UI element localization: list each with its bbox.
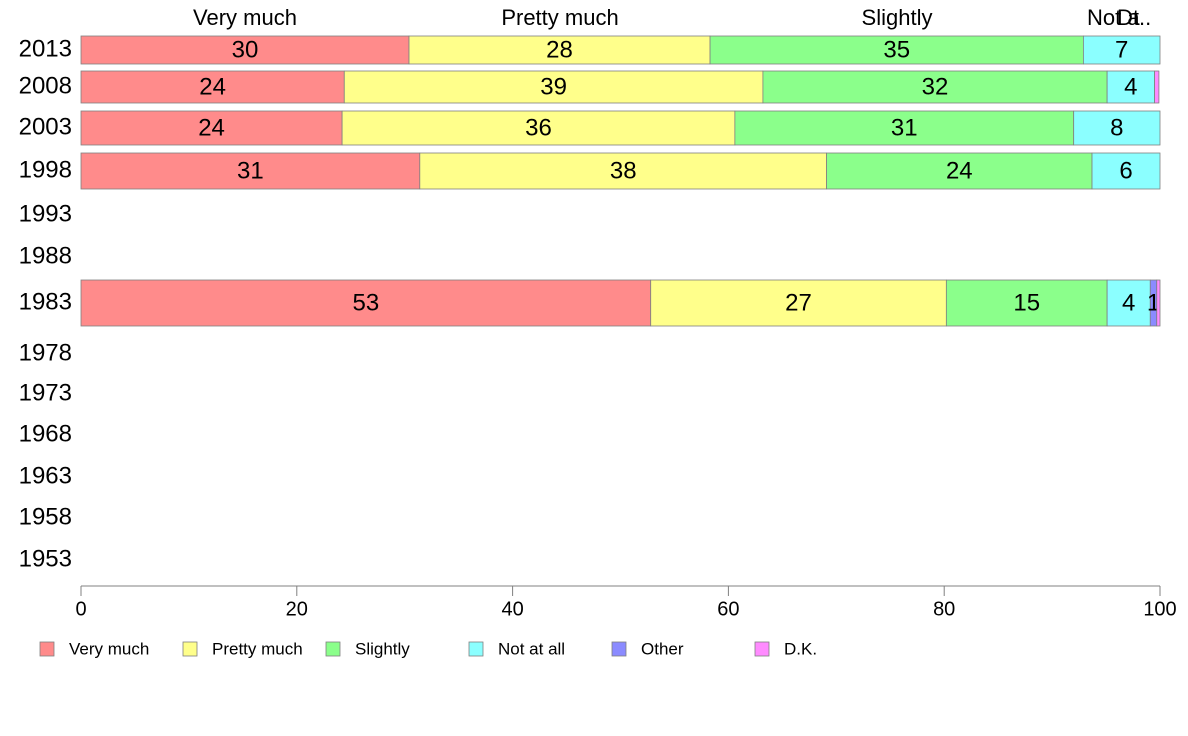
bar-value-label: 30 [232, 36, 259, 63]
legend-swatch [468, 641, 484, 657]
bar-value-label: 32 [922, 73, 949, 100]
bar-value-label: 39 [540, 73, 567, 100]
bar-segment [1156, 279, 1161, 327]
x-tick-label: 60 [717, 598, 739, 620]
y-tick-label: 2013 [19, 35, 72, 62]
y-tick-label: 1988 [19, 242, 72, 269]
bar-value-label: 24 [199, 73, 226, 100]
bar-value-label: 35 [883, 36, 910, 63]
y-tick-label: 1953 [19, 545, 72, 572]
bar-value-label: 27 [785, 289, 812, 316]
bar-segment [1091, 152, 1161, 190]
bar-segment [80, 110, 343, 146]
y-tick-label: 2003 [19, 113, 72, 140]
bar-value-label: 15 [1013, 289, 1040, 316]
bar-segment [650, 279, 947, 327]
y-tick-label: 1993 [19, 200, 72, 227]
top-label-1: Pretty much [501, 5, 618, 30]
y-tick-label: 1958 [19, 503, 72, 530]
bar-value-label: 36 [525, 114, 552, 141]
bar-segment [341, 110, 736, 146]
legend-swatch [182, 641, 198, 657]
legend-swatch [754, 641, 770, 657]
x-tick-label: 40 [501, 598, 523, 620]
bar-segment [945, 279, 1108, 327]
bar-value-label: 6 [1119, 157, 1132, 184]
bar-segment [1082, 35, 1161, 65]
bar-segment [1154, 70, 1160, 104]
bar-value-label: 31 [237, 157, 264, 184]
bar-segment [419, 152, 827, 190]
bar-value-label: 8 [1110, 114, 1123, 141]
bar-segment [343, 70, 764, 104]
bar-value-label: 31 [891, 114, 918, 141]
bar-value-label: 4 [1124, 73, 1137, 100]
bar-segment [80, 35, 410, 65]
bar-value-label: 53 [353, 289, 380, 316]
bar-segment [734, 110, 1075, 146]
bar-value-label: 24 [946, 157, 973, 184]
y-tick-label: 1973 [19, 379, 72, 406]
legend-label: Other [641, 639, 684, 658]
bar-value-label: 4 [1122, 289, 1135, 316]
bar-segment [1073, 110, 1161, 146]
y-tick-label: 1978 [19, 339, 72, 366]
bar-segment [826, 152, 1093, 190]
top-label-0: Very much [193, 5, 297, 30]
bar-segment [80, 152, 421, 190]
bar-segment [762, 70, 1108, 104]
top-label-2: Slightly [862, 5, 933, 30]
legend-swatch [39, 641, 55, 657]
top-label-3: Not a [1087, 5, 1140, 30]
bar-segment [1106, 70, 1156, 104]
legend-swatch [325, 641, 341, 657]
legend-label: Very much [69, 639, 149, 658]
y-tick-label: 2008 [19, 72, 72, 99]
x-tick-label: 80 [933, 598, 955, 620]
y-tick-label: 1968 [19, 420, 72, 447]
legend-label: Pretty much [212, 639, 303, 658]
legend-label: Not at all [498, 639, 565, 658]
y-tick-label: 1998 [19, 156, 72, 183]
bar-value-label: 7 [1115, 36, 1128, 63]
x-tick-label: 0 [75, 598, 86, 620]
bar-value-label: 28 [546, 36, 573, 63]
bar-segment [709, 35, 1084, 65]
y-tick-label: 1983 [19, 288, 72, 315]
top-label-4: Dt.. [1117, 5, 1151, 30]
y-tick-label: 1963 [19, 462, 72, 489]
x-tick-label: 100 [1143, 598, 1176, 620]
bar-segment [80, 70, 345, 104]
bar-value-label: 38 [610, 157, 637, 184]
bar-segment [408, 35, 711, 65]
bar-segment [80, 279, 652, 327]
bar-value-label: 24 [198, 114, 225, 141]
x-tick-label: 20 [286, 598, 308, 620]
legend-label: Slightly [355, 639, 410, 658]
legend-label: D.K. [784, 639, 817, 658]
legend-swatch [611, 641, 627, 657]
